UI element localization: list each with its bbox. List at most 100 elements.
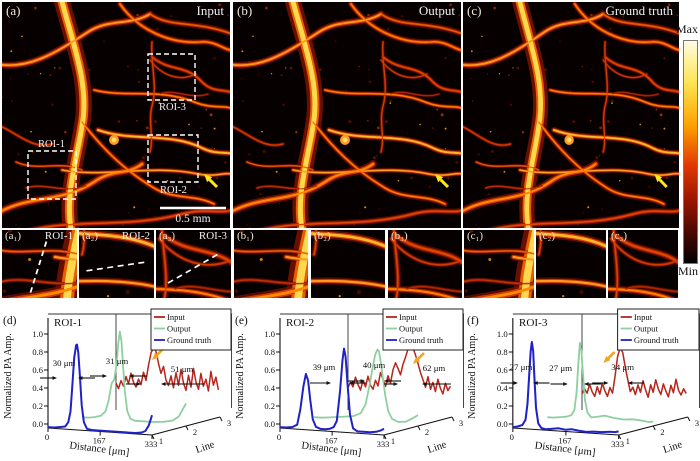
- series-input: [581, 346, 687, 399]
- roi-zoom-panel: (b₁): [234, 230, 308, 298]
- roi-zoom-image: [608, 230, 678, 298]
- roi-zoom-panel: (a₃) ROI-3: [156, 230, 231, 298]
- image-background: [2, 2, 230, 228]
- y-axis-label: Normalized PA Amp.: [467, 333, 478, 418]
- roi-zoom-panel: (a₁) ROI-1: [2, 230, 77, 298]
- line-tick: [219, 416, 223, 422]
- line-tick-label: 1: [159, 436, 163, 446]
- legend-label: Ground truth: [399, 335, 444, 345]
- y-tick-label: 1.0: [32, 329, 43, 339]
- annotation-arrowhead: [161, 382, 166, 386]
- panel-letter: (b): [237, 3, 253, 18]
- x-tick-label: 333: [611, 439, 624, 449]
- plot-roi2: 0.0 0.2 0.4 0.6 0.8 1.0 Normalized PA Amp. 0 167…: [232, 298, 464, 461]
- y-tick-label: 0.4: [32, 383, 43, 393]
- x-tick-label: 333: [377, 439, 390, 449]
- x-axis: [512, 427, 619, 436]
- roi-zoom-image: [311, 230, 385, 298]
- y-tick-label: 0.8: [32, 347, 43, 357]
- roi-zoom-image: [156, 230, 231, 298]
- panel-letter: (c): [467, 3, 482, 18]
- annotation-arrowhead: [78, 376, 83, 380]
- roi-zoom-image: [79, 230, 154, 298]
- legend-box: [382, 308, 464, 351]
- line-tick-label: 2: [660, 427, 664, 437]
- pointer-arrow-icon: [439, 178, 450, 189]
- plot-title: ROI-2: [286, 317, 314, 329]
- line-tick-label: 1: [626, 436, 630, 446]
- annotation-arrowhead: [152, 352, 160, 360]
- x-tick-label: 0: [277, 432, 281, 442]
- small-panel-roi-tag: ROI-3: [198, 230, 227, 242]
- annotation-arrowhead: [603, 381, 609, 385]
- small-panel-letter: (c₂): [539, 230, 556, 242]
- fwhm-label: 40 μm: [363, 360, 386, 370]
- fwhm-label: 31 μm: [106, 356, 129, 366]
- waterfall-line-plot: 0.0 0.2 0.4 0.6 0.8 1.0 Normalized PA Amp. 0 167…: [235, 308, 464, 459]
- panel-tag: Ground truth: [605, 3, 673, 18]
- fwhm-label: 27 μm: [510, 362, 533, 372]
- roi-zoom-image: [536, 230, 606, 298]
- vessel-image: [233, 2, 461, 228]
- legend-label: Input: [167, 312, 186, 322]
- plot-roi1: 0.0 0.2 0.4 0.6 0.8 1.0 Normalized PA Amp. 0 167…: [0, 298, 232, 461]
- profile-dashed-line: [29, 239, 48, 293]
- roi-box: [147, 53, 196, 101]
- y-tick-label: 0.6: [497, 365, 509, 375]
- annotation-arrowhead: [413, 356, 421, 364]
- roi-box-label: ROI-2: [160, 185, 187, 196]
- legend-label: Input: [399, 312, 418, 322]
- roi-box-label: ROI-1: [38, 139, 65, 150]
- small-panel-letter: (a₁): [5, 230, 22, 242]
- small-panel-letter: (b₃): [391, 230, 408, 242]
- colorbar-max-label: Max: [676, 22, 698, 36]
- x-tick-label: 167: [558, 436, 572, 446]
- y-tick-label: 1.0: [497, 329, 508, 339]
- panel-tag: Input: [196, 3, 224, 18]
- y-axis-label: Normalized PA Amp.: [3, 333, 14, 418]
- vessel-image: ROI-1 ROI-2 ROI-3 0.5 mm: [2, 2, 230, 228]
- fwhm-label: 30 μm: [53, 358, 76, 368]
- annotation-arrowhead: [360, 379, 365, 383]
- colorbar: [683, 40, 698, 264]
- y-tick-label: 0.4: [497, 383, 509, 393]
- y-tick-label: 0.6: [264, 365, 275, 375]
- series-ground-truth: [47, 343, 153, 434]
- y-tick-label: 0.2: [32, 401, 43, 411]
- legend-label: Ground truth: [167, 335, 212, 345]
- small-panel-letter: (b₁): [237, 230, 254, 242]
- image-background: [463, 2, 679, 228]
- panel-input-image: ROI-1 ROI-2 ROI-3 0.5 mm (a) Input: [2, 2, 230, 228]
- x-tick-label: 333: [145, 439, 158, 449]
- x-axis-label: Distance [μm]: [69, 440, 130, 458]
- waterfall-line-plot: 0.0 0.2 0.4 0.6 0.8 1.0 Normalized PA Amp. 0 167…: [3, 308, 232, 459]
- line-tick: [417, 425, 421, 431]
- fwhm-label: 34 μm: [611, 362, 634, 372]
- roi-zoom-image: [388, 230, 462, 298]
- annotation-arrowhead: [349, 381, 354, 385]
- y-tick-label: 0.0: [32, 419, 43, 429]
- annotation-arrowhead: [393, 382, 398, 386]
- y-tick-label: 0.0: [497, 419, 508, 429]
- series-output: [547, 341, 654, 423]
- line-tick: [687, 416, 691, 422]
- small-panel-letter: (b₂): [314, 230, 331, 242]
- line-tick: [185, 425, 189, 431]
- annotation-arrowhead: [584, 382, 589, 386]
- annotation-arrowhead: [533, 381, 538, 385]
- legend-label: Ground truth: [634, 335, 680, 345]
- plot-panel-letter: (e): [235, 315, 248, 327]
- legend-label: Input: [634, 312, 653, 322]
- roi-box-label: ROI-3: [159, 102, 186, 113]
- panel-tag: Output: [418, 3, 455, 18]
- line-tick: [451, 416, 455, 422]
- plot-panel-letter: (f): [467, 314, 479, 327]
- y-tick-label: 0.2: [264, 401, 275, 411]
- scalebar-label: 0.5 mm: [175, 213, 210, 225]
- vessel-image: [463, 2, 679, 228]
- small-panel-letter: (a₃): [159, 230, 176, 242]
- legend-box: [617, 308, 700, 351]
- y-tick-label: 0.0: [264, 419, 275, 429]
- pointer-arrow-icon: [208, 178, 219, 189]
